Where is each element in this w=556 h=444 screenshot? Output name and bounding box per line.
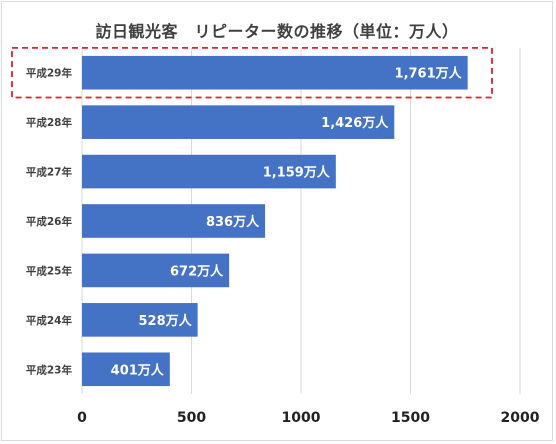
x-tick-label: 1000 — [282, 410, 321, 426]
bar — [82, 253, 230, 288]
data-label: 1,761万人 — [395, 66, 463, 82]
highlight-box — [11, 47, 493, 99]
data-label: 836万人 — [206, 214, 260, 230]
category-label: 平成26年 — [26, 215, 73, 228]
x-tick-label: 2000 — [501, 410, 540, 426]
bar — [82, 105, 395, 139]
chart-title: 訪日観光客 リピーター数の推移（単位：万人） — [95, 22, 459, 41]
x-tick-label: 0 — [77, 410, 87, 426]
bar — [82, 352, 170, 387]
category-label: 平成24年 — [26, 314, 73, 327]
data-label: 1,426万人 — [321, 115, 389, 131]
bar — [82, 154, 336, 189]
x-tick-label: 500 — [177, 410, 206, 426]
bar — [82, 55, 468, 90]
data-label: 1,159万人 — [263, 165, 331, 181]
x-tick-label: 1500 — [391, 410, 430, 426]
data-label: 672万人 — [170, 263, 224, 279]
category-label: 平成23年 — [26, 363, 73, 376]
category-label: 平成25年 — [26, 264, 73, 277]
category-label: 平成28年 — [26, 116, 73, 129]
data-label: 528万人 — [138, 313, 192, 329]
bar — [82, 204, 266, 238]
data-label: 401万人 — [111, 362, 165, 378]
category-label: 平成29年 — [26, 67, 73, 80]
category-label: 平成27年 — [26, 166, 73, 179]
bar — [82, 303, 198, 337]
